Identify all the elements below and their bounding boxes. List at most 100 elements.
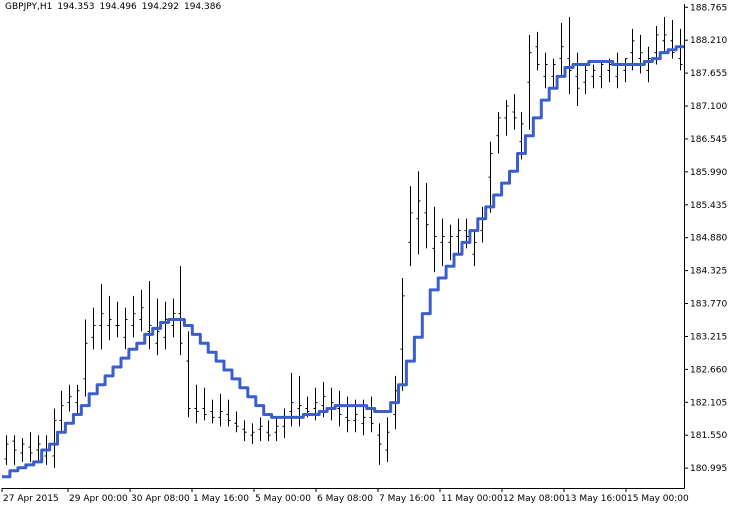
price-bar: [194, 384, 199, 424]
price-tick-label: 181.550: [690, 431, 727, 441]
low-value: 194.292: [141, 2, 179, 12]
price-bar: [282, 408, 287, 439]
price-bar: [107, 295, 112, 341]
price-bar: [75, 384, 80, 415]
price-bar: [559, 22, 564, 77]
time-tick-label: 15 May 00:00: [627, 494, 689, 504]
price-bar: [543, 52, 548, 89]
price-tick-label: 186.545: [690, 135, 727, 145]
price-bar: [369, 396, 374, 433]
price-bar: [385, 417, 390, 462]
price-tick-label: 183.770: [690, 300, 727, 310]
price-tick-label: 185.435: [690, 201, 727, 211]
price-bar: [147, 280, 152, 350]
price-bar: [234, 411, 239, 433]
price-bar: [178, 266, 183, 356]
price-bar: [186, 331, 191, 418]
price-bar: [472, 230, 477, 267]
price-tick-label: 187.655: [690, 69, 727, 79]
price-bar: [28, 432, 33, 462]
time-tick-label: 6 May 08:00: [317, 494, 373, 504]
time-tick-label: 1 May 16:00: [193, 494, 249, 504]
open-value: 194.353: [57, 2, 95, 12]
price-bar: [218, 393, 223, 427]
price-bar: [52, 408, 57, 468]
price-tick-label: 180.995: [690, 464, 727, 474]
price-bar: [408, 186, 413, 267]
price-bar: [329, 387, 334, 421]
price-bar: [488, 141, 493, 213]
price-bars: [4, 17, 683, 468]
price-tick-label: 188.765: [690, 3, 727, 13]
price-tick-label: 182.105: [690, 398, 727, 408]
price-bar: [464, 218, 469, 249]
price-axis-frame: [2, 4, 685, 489]
price-tick-label: 188.210: [690, 36, 727, 46]
price-bar: [12, 435, 17, 465]
time-tick-label: 29 Apr 00:00: [69, 494, 128, 504]
price-tick-label: 187.100: [690, 102, 727, 112]
price-bar: [432, 206, 437, 273]
time-tick-label: 5 May 00:00: [255, 494, 311, 504]
price-bar: [123, 307, 128, 350]
price-bar: [504, 100, 509, 136]
price-tick-label: 184.880: [690, 234, 727, 244]
price-bar: [646, 46, 651, 83]
price-bar: [99, 283, 104, 350]
price-bar: [210, 399, 215, 424]
chart-header: GBPJPY,H1 194.353 194.496 194.292 194.386: [5, 2, 226, 12]
price-tick-label: 185.990: [690, 168, 727, 178]
price-bar: [519, 111, 524, 160]
price-bar: [512, 94, 517, 130]
price-bar: [670, 20, 675, 59]
price-bar: [20, 438, 25, 462]
price-bar: [202, 387, 207, 421]
price-bar: [115, 301, 120, 338]
price-bar: [59, 390, 64, 433]
price-bar: [456, 218, 461, 255]
price-bar: [274, 417, 279, 442]
price-tick-label: 184.325: [690, 267, 727, 277]
price-bar: [163, 301, 168, 350]
price-bar: [424, 183, 429, 249]
price-bar: [242, 420, 247, 442]
time-axis: 27 Apr 2015 29 Apr 00:00 30 Apr 08:00 1 May…: [1, 488, 689, 504]
price-bar: [599, 61, 604, 89]
price-bar: [250, 423, 255, 445]
price-bar: [139, 289, 144, 332]
price-bar: [226, 399, 231, 427]
time-tick-label: 12 May 08:00: [503, 494, 565, 504]
price-bar: [638, 34, 643, 74]
price-bar: [448, 224, 453, 261]
price-bar: [377, 423, 382, 465]
moving-average-path: [2, 45, 684, 479]
close-value: 194.386: [183, 2, 222, 12]
price-bar: [440, 218, 445, 267]
price-bar: [345, 396, 350, 433]
price-bar: [4, 435, 9, 465]
symbol-label: GBPJPY,H1: [5, 2, 53, 12]
time-tick-label: 11 May 00:00: [441, 494, 503, 504]
price-bar: [337, 390, 342, 427]
price-bar: [615, 52, 620, 89]
time-tick-label: 27 Apr 2015: [3, 494, 59, 504]
price-bar: [400, 278, 405, 391]
price-bar: [266, 420, 271, 442]
price-bar: [662, 17, 667, 53]
price-bar: [678, 28, 683, 71]
time-tick-label: 30 Apr 08:00: [131, 494, 190, 504]
price-bar: [527, 34, 532, 130]
price-bar: [83, 319, 88, 397]
price-bar: [258, 417, 263, 442]
price-bar: [91, 307, 96, 350]
price-tick-label: 183.215: [690, 332, 727, 342]
price-bar: [480, 206, 485, 243]
high-value: 194.496: [99, 2, 137, 12]
price-bar: [575, 52, 580, 107]
price-bar: [36, 435, 41, 462]
price-bar: [583, 64, 588, 95]
price-bar: [131, 295, 136, 338]
price-bar: [535, 31, 540, 71]
price-bar: [623, 58, 628, 83]
